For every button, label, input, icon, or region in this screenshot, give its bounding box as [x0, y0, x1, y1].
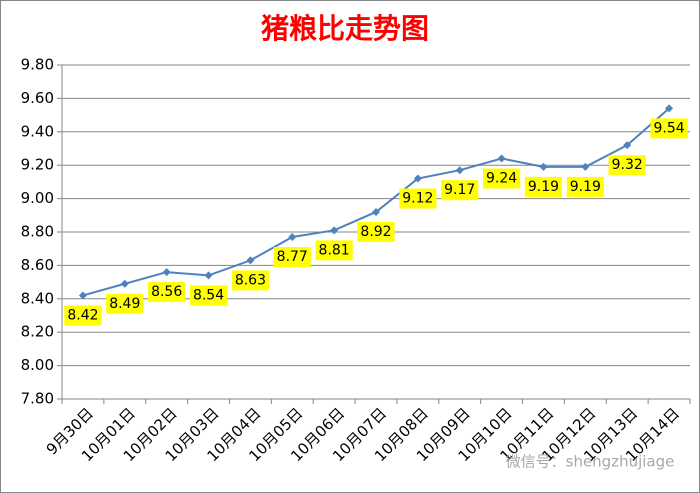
data-label-bg — [650, 118, 688, 139]
y-tick-label: 9.00 — [21, 189, 54, 207]
data-label-group: 9.54 — [650, 118, 688, 139]
data-label: 9.12 — [402, 191, 433, 207]
data-label: 8.81 — [319, 242, 350, 258]
y-tick-label: 9.80 — [21, 56, 54, 74]
marker — [539, 162, 548, 171]
marker — [623, 141, 632, 150]
data-label-group: 8.92 — [357, 221, 395, 242]
marker — [330, 226, 339, 235]
data-label-group: 9.24 — [483, 168, 521, 189]
data-label-group: 8.77 — [273, 247, 311, 268]
data-label-bg — [189, 285, 228, 306]
data-label: 8.92 — [360, 224, 391, 240]
data-label-bg — [273, 247, 311, 268]
data-label-group: 8.49 — [106, 293, 144, 314]
y-tick-label: 8.00 — [21, 356, 54, 374]
y-tick-label: 8.40 — [21, 289, 54, 307]
data-label-bg — [231, 270, 269, 291]
data-label-bg — [357, 221, 395, 242]
data-label: 9.19 — [570, 179, 601, 195]
watermark: 微信号：shengzhujiage — [506, 453, 675, 471]
data-label-bg — [106, 293, 144, 314]
data-label: 8.63 — [235, 272, 266, 288]
marker — [162, 268, 171, 277]
data-label-group: 9.19 — [566, 176, 604, 197]
data-label-bg — [64, 305, 102, 326]
data-label-group: 9.19 — [524, 176, 563, 197]
y-tick-label: 8.80 — [21, 223, 54, 241]
data-label-group: 8.56 — [148, 282, 186, 303]
data-label: 8.56 — [151, 284, 182, 300]
data-label: 9.54 — [653, 120, 684, 136]
data-label-group: 8.63 — [231, 270, 269, 291]
y-tick-label: 8.60 — [21, 256, 54, 274]
data-label-group: 8.81 — [315, 240, 353, 261]
marker — [204, 271, 213, 280]
data-label: 8.77 — [277, 249, 308, 265]
data-label: 8.42 — [67, 307, 98, 323]
chart-title: 猪粮比走势图 — [261, 12, 429, 45]
y-tick-label: 9.40 — [21, 122, 54, 140]
data-label: 9.24 — [486, 171, 517, 187]
marker — [497, 154, 506, 163]
marker — [78, 291, 87, 300]
y-tick-label: 8.20 — [21, 323, 54, 341]
y-tick-label: 7.80 — [21, 390, 54, 408]
marker — [372, 207, 380, 216]
marker — [665, 104, 674, 113]
data-label: 9.19 — [528, 179, 559, 195]
data-label-bg — [608, 155, 646, 176]
marker — [455, 166, 464, 175]
marker — [246, 256, 255, 265]
data-label-bg — [483, 168, 521, 189]
data-label: 8.49 — [109, 296, 140, 312]
data-label-bg — [399, 188, 437, 209]
data-label: 8.54 — [193, 287, 224, 303]
marker — [581, 162, 590, 171]
data-label-bg — [315, 240, 353, 261]
data-label-group: 9.32 — [608, 155, 646, 176]
y-tick-label: 9.20 — [21, 156, 54, 174]
data-label: 9.32 — [612, 157, 643, 173]
data-label-group: 9.12 — [399, 188, 437, 209]
data-label-bg — [524, 176, 563, 197]
marker — [120, 279, 129, 288]
data-label-bg — [566, 176, 604, 197]
data-label-bg — [148, 282, 186, 303]
data-label: 9.17 — [444, 182, 475, 198]
marker — [288, 233, 297, 242]
data-label-bg — [441, 180, 479, 201]
data-label-group: 8.54 — [189, 285, 228, 306]
marker — [413, 174, 422, 183]
data-label-group: 8.42 — [64, 305, 102, 326]
data-label-group: 9.17 — [441, 180, 479, 201]
y-tick-label: 9.60 — [21, 89, 54, 107]
